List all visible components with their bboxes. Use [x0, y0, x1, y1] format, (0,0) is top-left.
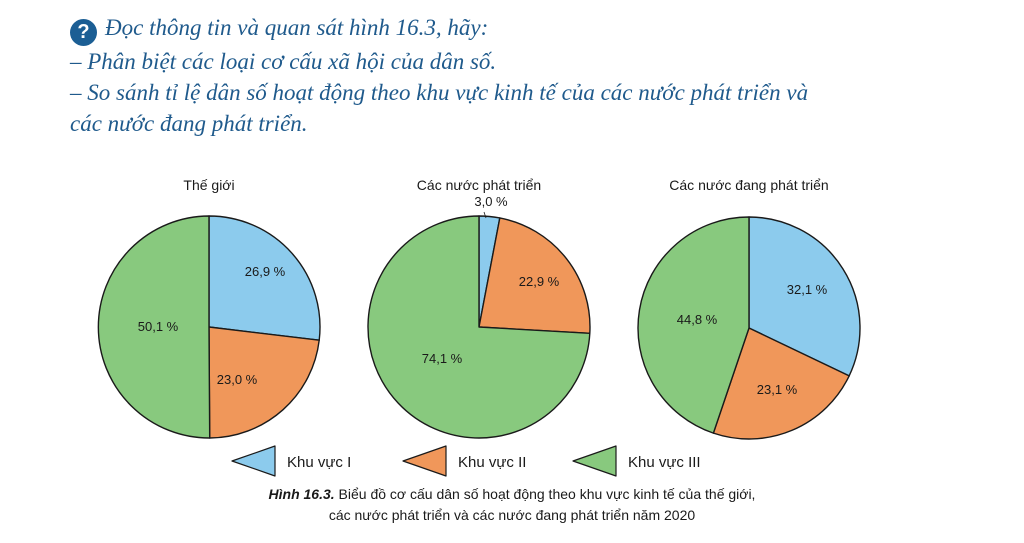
- caption-label: Hình 16.3.: [268, 486, 335, 502]
- pie-label-1-3: 50,1 %: [138, 319, 179, 334]
- legend-label-1: Khu vực I: [287, 454, 351, 471]
- figure-caption: Hình 16.3. Biểu đồ cơ cấu dân số hoạt độ…: [0, 484, 1024, 526]
- pie-title-3: Các nước đang phát triển: [669, 177, 828, 193]
- pie-slice-1-2: [208, 326, 320, 439]
- pie-slice-2-3: [367, 215, 591, 439]
- caption-text-1: Biểu đồ cơ cấu dân số hoạt động theo khu…: [334, 486, 756, 502]
- question-task-2-continued: các nước đang phát triển.: [70, 111, 308, 136]
- pie-slice-1-3: [97, 215, 211, 439]
- pie-label-1-1: 26,9 %: [245, 264, 286, 279]
- question-line-1: ? Đọc thông tin và quan sát hình 16.3, hã…: [70, 12, 970, 46]
- question-task-2: – So sánh tỉ lệ dân số hoạt động theo kh…: [70, 80, 809, 105]
- pie-title-2: Các nước phát triển: [417, 177, 541, 193]
- label-leader-line: [483, 211, 487, 219]
- pie-label-3-2: 23,1 %: [757, 382, 798, 397]
- legend-swatch-2: [402, 445, 447, 477]
- caption-line-2: các nước phát triển và các nước đang phá…: [328, 507, 696, 523]
- legend-swatch-1: [231, 445, 276, 477]
- pie-title-1: Thế giới: [183, 177, 234, 193]
- question-instruction: Đọc thông tin và quan sát hình 16.3, hãy…: [105, 15, 489, 40]
- question-task-1: – Phân biệt các loại cơ cấu xã hội của d…: [70, 49, 497, 74]
- pie-label-2-1: 3,0 %: [474, 194, 508, 209]
- legend-label-3: Khu vực III: [628, 454, 701, 471]
- legend-item-3: Khu vực III: [572, 445, 701, 477]
- pie-label-3-3: 44,8 %: [677, 312, 718, 327]
- legend-label-2: Khu vực II: [458, 454, 526, 471]
- pie-chart-3: Các nước đang phát triển 32,1 % 23,1 % 44,8…: [637, 177, 861, 440]
- pie-label-3-1: 32,1 %: [787, 282, 828, 297]
- pie-label-1-2: 23,0 %: [217, 372, 258, 387]
- pie-label-2-3: 74,1 %: [422, 351, 463, 366]
- pie-chart-1: Thế giới 26,9 % 23,0 % 50,1 %: [97, 177, 321, 439]
- question-block: ? Đọc thông tin và quan sát hình 16.3, hã…: [70, 12, 970, 139]
- pie-slice-2-2: [478, 217, 591, 334]
- legend-swatch-3: [572, 445, 617, 477]
- legend-item-1: Khu vực I: [231, 445, 351, 477]
- pie-slice-3-2: [712, 327, 850, 440]
- question-mark-icon: ?: [70, 19, 97, 46]
- caption-line-1: Hình 16.3. Biểu đồ cơ cấu dân số hoạt độ…: [0, 484, 1024, 505]
- pie-slice-3-3: [637, 216, 750, 434]
- pie-label-2-2: 22,9 %: [519, 274, 560, 289]
- pie-slice-3-1: [748, 216, 861, 377]
- pie-slice-1-1: [208, 215, 321, 341]
- legend-item-2: Khu vực II: [402, 445, 526, 477]
